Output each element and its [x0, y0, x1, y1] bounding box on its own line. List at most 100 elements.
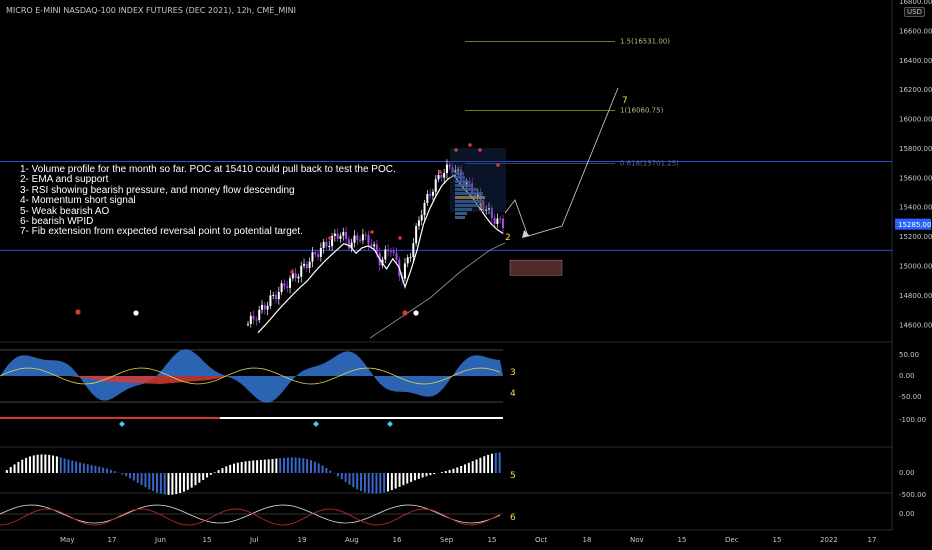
current-price-label: 15285.00: [898, 221, 931, 229]
ao-bar: [221, 468, 224, 473]
x-tick-label: 15: [678, 536, 687, 544]
ao-bar: [175, 473, 178, 495]
ao-bar: [336, 473, 339, 477]
annotation-label: 7: [622, 96, 628, 106]
ao-bar: [202, 473, 205, 481]
ao-bar: [229, 464, 232, 473]
candle-body: [328, 246, 331, 248]
ao-bar: [55, 456, 58, 473]
volume-profile-bar: [455, 180, 467, 183]
candle-body: [305, 263, 308, 269]
ao-bar: [109, 469, 112, 473]
ao-bar: [306, 459, 309, 473]
ao-bar: [329, 470, 332, 473]
x-tick-label: Aug: [345, 536, 359, 544]
ao-bar: [105, 468, 108, 473]
candle-body: [317, 254, 320, 257]
ao-bar: [98, 466, 101, 473]
candle-body: [485, 209, 488, 211]
ao-bar: [283, 457, 286, 473]
ao-bar: [498, 452, 501, 473]
ao-bar: [90, 465, 93, 473]
ao-bar: [244, 461, 247, 473]
y-tick-label: 16600.00: [899, 27, 932, 35]
ao-bar: [440, 472, 443, 473]
ao-bar: [213, 472, 216, 473]
candle-body: [384, 249, 387, 260]
ao-bar: [9, 467, 12, 473]
ao-bar: [171, 473, 174, 495]
ao-bar: [275, 458, 278, 473]
candle-body: [406, 257, 409, 264]
ao-bar: [425, 473, 428, 477]
candle-body: [261, 305, 264, 310]
x-tick-label: 15: [488, 536, 497, 544]
ao-bar: [348, 473, 351, 485]
candle-body: [387, 249, 390, 252]
currency-badge[interactable]: USD: [904, 7, 925, 17]
volume-profile-bar: [455, 184, 472, 187]
volume-profile-bar: [455, 200, 483, 203]
x-tick-label: 16: [393, 536, 402, 544]
ao-bar: [460, 466, 463, 473]
ao-bar: [94, 465, 97, 473]
y-tick-label: 16800.00: [899, 0, 932, 6]
candle-body: [457, 169, 460, 171]
ao-bar: [71, 460, 74, 473]
candle-body: [375, 244, 378, 253]
candle-body: [468, 181, 471, 184]
candle-body: [482, 200, 485, 211]
ao-bar: [479, 457, 482, 473]
y-tick-label: 15000.00: [899, 263, 932, 271]
candle-body: [339, 235, 342, 239]
sell-marker: [370, 230, 374, 234]
x-tick-label: May: [60, 536, 74, 544]
candle-body: [356, 235, 359, 240]
candle-body: [448, 164, 451, 168]
ao-bar: [5, 470, 8, 473]
projection-path: [504, 87, 619, 237]
fib-level-label: 1(16060.75): [620, 107, 664, 115]
ao-bar: [298, 457, 301, 473]
y-tick-label: 15400.00: [899, 204, 932, 212]
ao-bar: [367, 473, 370, 494]
momentum-diamond: [119, 421, 125, 427]
candle-body: [502, 218, 504, 229]
ao-bar: [144, 473, 147, 488]
candle-body: [291, 273, 294, 279]
x-tick-label: 17: [108, 536, 117, 544]
candle-body: [473, 193, 476, 197]
sell-marker: [438, 170, 442, 174]
candle-body: [409, 257, 412, 259]
projection-arrowhead: [522, 230, 530, 238]
candle-body: [445, 164, 448, 174]
volume-profile-bar: [455, 196, 485, 199]
candle-body: [493, 217, 496, 224]
ao-bar: [279, 458, 282, 473]
ao-bar: [410, 473, 413, 482]
candle-body: [263, 305, 266, 310]
y-tick-label: 0.00: [899, 510, 915, 518]
ao-bar: [494, 452, 497, 473]
candle-body: [367, 234, 370, 245]
y-tick-label: 14600.00: [899, 321, 932, 329]
note-line: 1- Volume profile for the month so far. …: [20, 164, 396, 175]
annotation-label: 3: [510, 368, 516, 378]
candle-body: [269, 295, 272, 306]
ao-bar: [471, 461, 474, 473]
signal-dot: [133, 310, 139, 316]
candle-body: [353, 235, 356, 243]
ao-bar: [444, 471, 447, 473]
ao-bar: [179, 473, 182, 494]
candle-body: [499, 218, 502, 220]
candle-body: [297, 276, 300, 279]
candle-body: [247, 323, 249, 325]
ao-bar: [28, 456, 31, 473]
sell-marker: [496, 163, 500, 167]
sell-marker: [478, 148, 482, 152]
x-tick-label: Sep: [440, 536, 454, 544]
ao-bar: [198, 473, 201, 483]
volume-profile-bar: [455, 216, 465, 219]
y-tick-label: 16000.00: [899, 116, 932, 124]
